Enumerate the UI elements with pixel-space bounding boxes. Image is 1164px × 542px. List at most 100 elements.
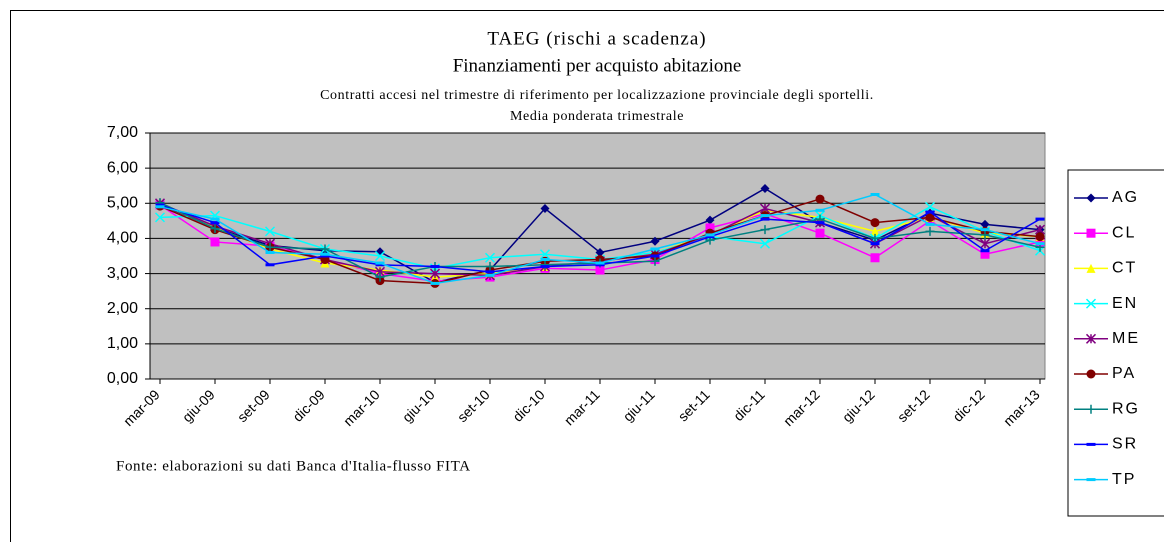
marker bbox=[265, 242, 275, 252]
legend-marker bbox=[1086, 442, 1096, 446]
legend-label: PA bbox=[1112, 365, 1136, 382]
legend-marker bbox=[1085, 298, 1097, 309]
marker bbox=[870, 253, 880, 263]
marker bbox=[595, 265, 605, 275]
marker bbox=[705, 223, 715, 233]
marker bbox=[375, 261, 385, 265]
marker bbox=[595, 247, 605, 257]
marker bbox=[705, 215, 715, 225]
marker bbox=[705, 233, 715, 237]
marker bbox=[705, 235, 715, 239]
marker bbox=[155, 205, 165, 209]
chart-title-2: Finanziamenti per acquisto abitazione bbox=[453, 55, 742, 76]
legend-marker bbox=[1086, 369, 1096, 379]
marker bbox=[1035, 242, 1045, 246]
legend-marker bbox=[1086, 263, 1096, 273]
marker bbox=[320, 254, 330, 258]
marker bbox=[650, 254, 660, 258]
marker bbox=[1035, 217, 1045, 221]
marker bbox=[210, 237, 220, 247]
marker bbox=[154, 212, 166, 223]
marker bbox=[430, 281, 440, 285]
marker bbox=[485, 270, 495, 274]
marker bbox=[925, 210, 935, 214]
legend-marker bbox=[1086, 228, 1096, 238]
marker bbox=[375, 263, 385, 267]
marker bbox=[924, 201, 936, 212]
marker bbox=[210, 217, 220, 221]
chart-subtitle-2: Media ponderata trimestrale bbox=[510, 109, 684, 124]
chart-subtitle: Contratti accesi nel trimestre di riferi… bbox=[320, 88, 874, 103]
marker bbox=[759, 238, 771, 249]
marker bbox=[760, 184, 770, 194]
marker bbox=[1035, 237, 1045, 247]
marker bbox=[760, 225, 770, 235]
series bbox=[155, 193, 1045, 285]
marker bbox=[484, 252, 496, 263]
y-tick-label: 7,00 bbox=[107, 124, 138, 141]
marker bbox=[815, 194, 825, 204]
marker bbox=[979, 238, 991, 249]
marker bbox=[375, 272, 385, 282]
legend-label: CT bbox=[1112, 260, 1137, 277]
marker bbox=[650, 247, 660, 251]
marker bbox=[430, 265, 440, 269]
marker bbox=[210, 224, 220, 234]
y-tick-label: 2,00 bbox=[107, 300, 138, 317]
y-tick-label: 4,00 bbox=[107, 230, 138, 247]
marker bbox=[760, 214, 770, 218]
y-tick-label: 1,00 bbox=[107, 335, 138, 352]
marker bbox=[870, 242, 880, 246]
legend-label: ME bbox=[1112, 330, 1140, 347]
marker bbox=[815, 221, 825, 225]
legend-marker bbox=[1086, 193, 1096, 203]
marker bbox=[320, 244, 330, 254]
marker bbox=[650, 236, 660, 246]
marker bbox=[980, 249, 990, 259]
y-tick-label: 5,00 bbox=[107, 195, 138, 212]
marker bbox=[925, 212, 935, 222]
marker bbox=[595, 261, 605, 265]
marker bbox=[320, 252, 330, 256]
marker bbox=[485, 262, 495, 272]
marker bbox=[155, 203, 165, 207]
marker bbox=[375, 247, 385, 257]
legend-label: RG bbox=[1112, 400, 1140, 417]
legend-label: CL bbox=[1112, 224, 1136, 241]
marker bbox=[870, 226, 880, 236]
marker bbox=[540, 204, 550, 214]
marker bbox=[265, 263, 275, 267]
marker bbox=[540, 258, 550, 262]
marker bbox=[485, 273, 495, 277]
marker bbox=[870, 193, 880, 196]
marker bbox=[980, 230, 990, 240]
y-tick-label: 0,00 bbox=[107, 370, 138, 387]
marker bbox=[374, 250, 386, 262]
marker bbox=[760, 217, 770, 221]
marker bbox=[650, 256, 660, 266]
series bbox=[155, 203, 1045, 274]
chart-title: TAEG (rischi a scadenza) bbox=[487, 28, 706, 49]
marker bbox=[870, 218, 880, 228]
legend-label: SR bbox=[1112, 436, 1138, 453]
legend-marker bbox=[1086, 404, 1096, 414]
legend-marker bbox=[1085, 333, 1097, 344]
legend-label: EN bbox=[1112, 295, 1138, 312]
marker bbox=[595, 263, 605, 267]
marker bbox=[265, 250, 275, 254]
y-tick-label: 6,00 bbox=[107, 159, 138, 176]
source-note: Fonte: elaborazioni su dati Banca d'Ital… bbox=[116, 458, 471, 474]
marker bbox=[540, 265, 550, 269]
legend-label: TP bbox=[1112, 471, 1136, 488]
marker bbox=[980, 219, 990, 229]
marker bbox=[925, 226, 935, 236]
marker bbox=[870, 233, 880, 243]
legend-box bbox=[1067, 169, 1164, 517]
legend-marker bbox=[1086, 478, 1096, 482]
marker bbox=[210, 221, 220, 225]
marker bbox=[980, 228, 990, 232]
marker bbox=[980, 249, 990, 253]
marker bbox=[264, 226, 276, 237]
marker bbox=[1035, 232, 1045, 242]
